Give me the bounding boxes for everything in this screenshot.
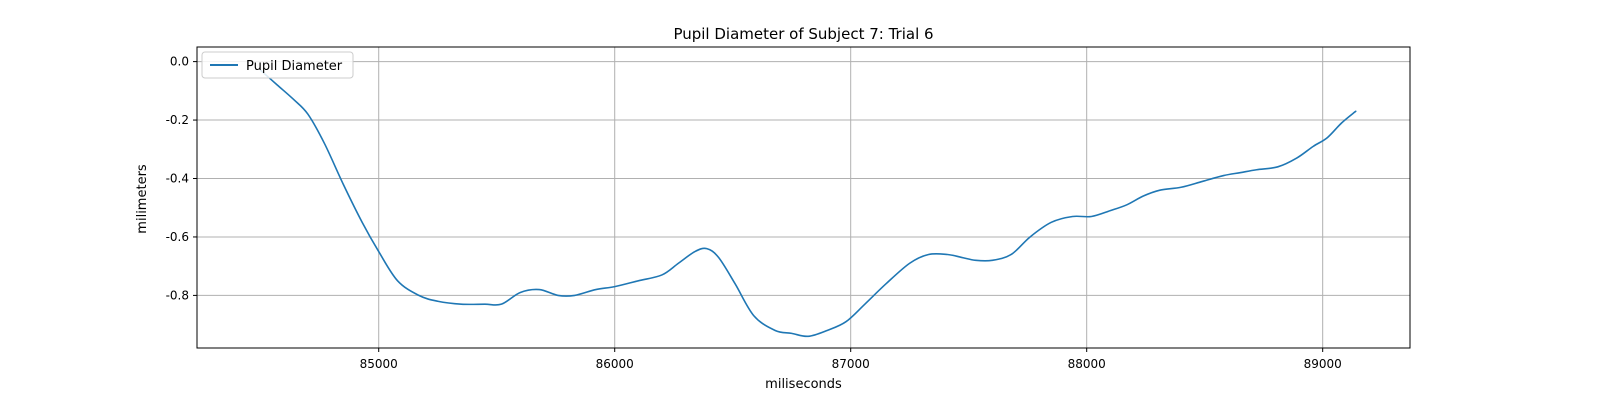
x-tick-label: 86000 [596, 357, 634, 371]
x-tick-label: 85000 [360, 357, 398, 371]
y-tick-label: -0.8 [166, 288, 189, 302]
legend-box [201, 51, 354, 79]
x-tick-label: 88000 [1068, 357, 1106, 371]
chart-title: Pupil Diameter of Subject 7: Trial 6 [673, 25, 933, 43]
y-tick-label: -0.2 [166, 113, 189, 127]
legend-label-pupil-diameter: Pupil Diameter [246, 59, 343, 74]
y-axis: 0.0 -0.2 -0.4 -0.6 -0.8 [166, 55, 197, 302]
y-tick-label: -0.4 [166, 172, 189, 186]
grid [197, 47, 1410, 348]
y-tick-label: -0.6 [166, 230, 189, 244]
series-line-pupil-diameter [259, 69, 1357, 338]
x-axis-label: miliseconds [765, 377, 842, 392]
plot-area-frame [196, 46, 1411, 349]
y-axis-label: milimeters [135, 164, 150, 234]
x-tick-label: 89000 [1304, 357, 1342, 371]
x-tick-label: 87000 [832, 357, 870, 371]
y-tick-label: 0.0 [170, 55, 189, 69]
x-axis: 85000 86000 87000 88000 89000 [360, 348, 1342, 371]
legend: Pupil Diameter [201, 51, 354, 79]
series-layer [259, 69, 1357, 338]
